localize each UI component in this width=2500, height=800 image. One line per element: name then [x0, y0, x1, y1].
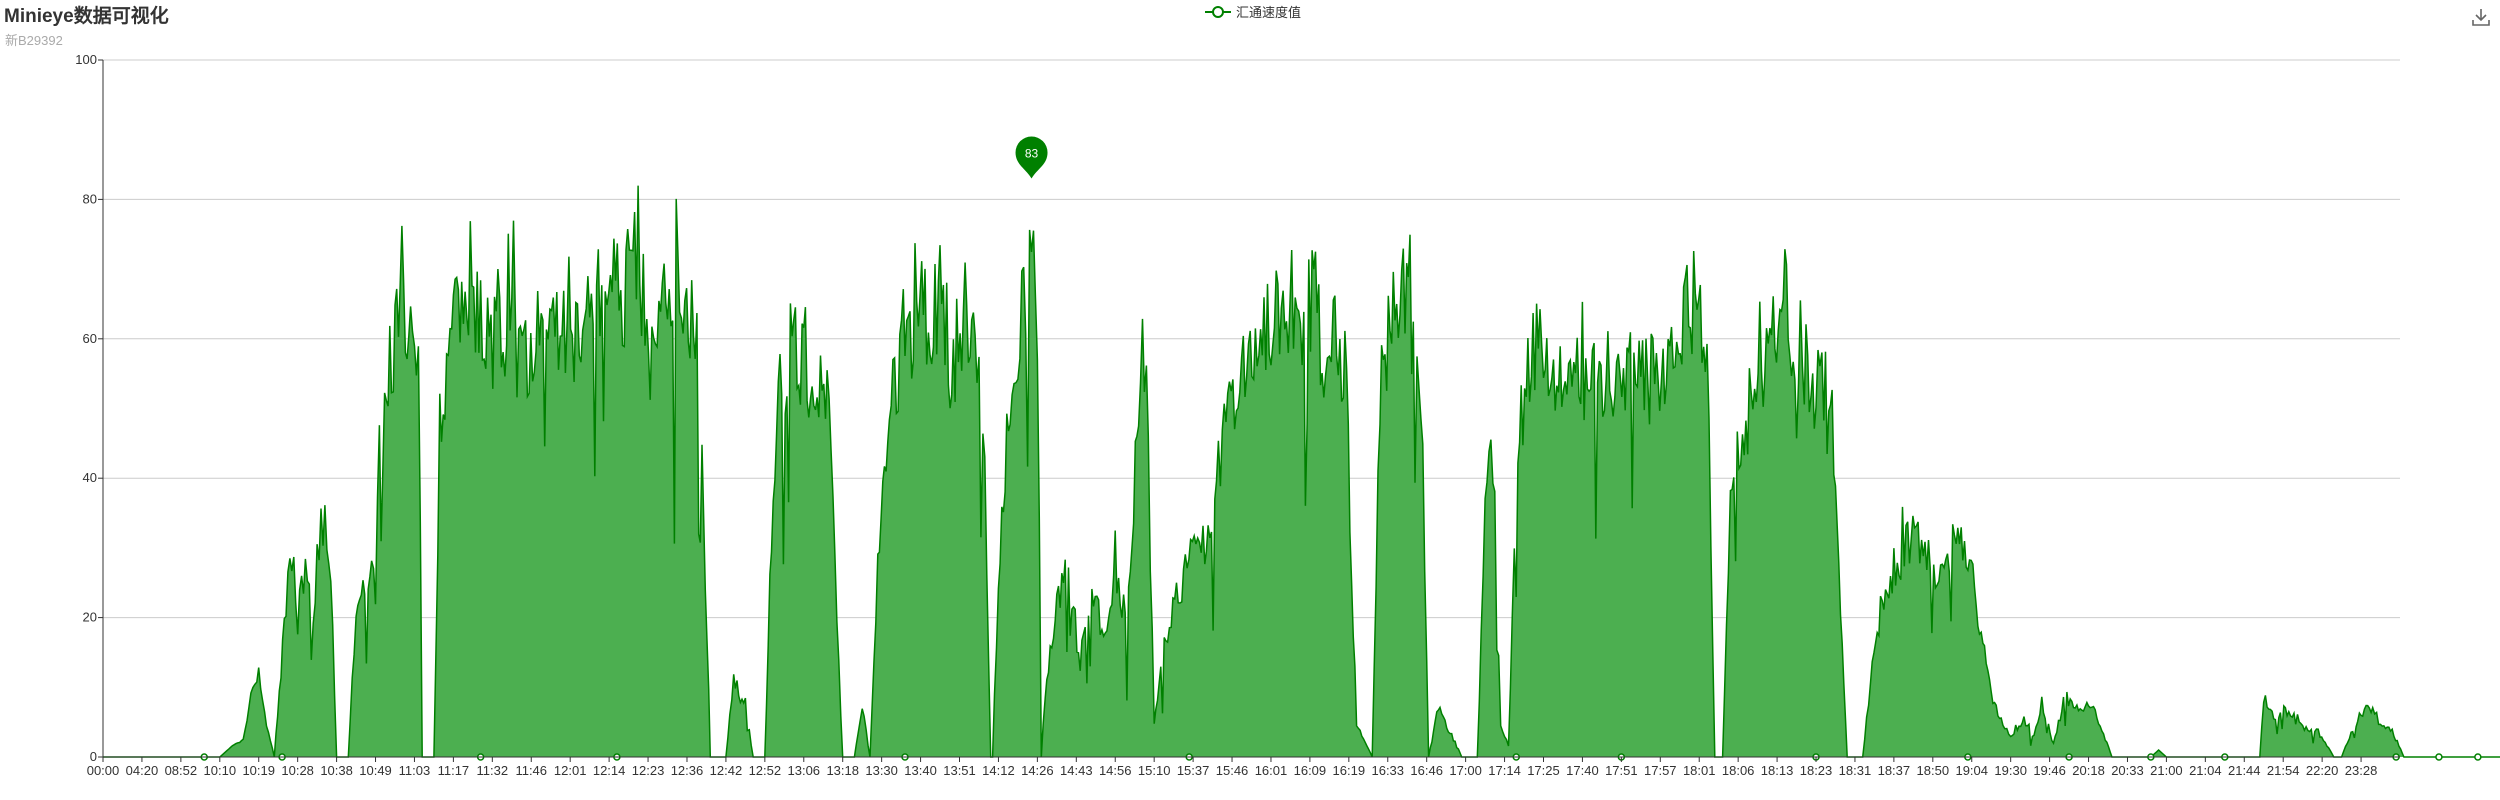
- legend-marker-icon: [1205, 5, 1231, 18]
- x-tick-label: 19:04: [1955, 763, 1988, 778]
- x-tick-label: 15:46: [1216, 763, 1249, 778]
- x-tick-label: 10:28: [281, 763, 314, 778]
- x-tick-label: 20:33: [2111, 763, 2144, 778]
- x-tick-label: 13:06: [788, 763, 821, 778]
- x-tick-label: 22:20: [2306, 763, 2339, 778]
- x-tick-label: 10:19: [242, 763, 275, 778]
- x-tick-label: 16:46: [1410, 763, 1443, 778]
- chart-title: Minieye数据可视化: [4, 6, 169, 27]
- x-tick-label: 17:57: [1644, 763, 1677, 778]
- x-tick-label: 17:00: [1449, 763, 1482, 778]
- x-tick-label: 11:17: [438, 763, 470, 778]
- x-tick-label: 18:06: [1722, 763, 1755, 778]
- y-tick-label: 40: [83, 470, 97, 485]
- x-tick-label: 23:28: [2345, 763, 2378, 778]
- x-tick-label: 12:52: [749, 763, 782, 778]
- y-tick-label: 80: [83, 191, 97, 206]
- x-tick-label: 13:18: [826, 763, 859, 778]
- data-point: [2474, 753, 2482, 761]
- y-tick-label: 60: [83, 331, 97, 346]
- x-axis: 00:00 04:20 08:52 10:10 10:19 10:28 10:38 10:49…: [87, 756, 2400, 778]
- x-tick-label: 16:01: [1255, 763, 1288, 778]
- x-tick-label: 13:40: [904, 763, 937, 778]
- x-tick-label: 17:40: [1566, 763, 1599, 778]
- legend-label: 汇通速度值: [1236, 5, 1302, 20]
- save-as-image-button[interactable]: [2470, 6, 2492, 33]
- x-tick-label: 19:30: [1994, 763, 2027, 778]
- x-tick-label: 10:10: [204, 763, 237, 778]
- x-tick-label: 11:32: [477, 763, 509, 778]
- x-tick-label: 21:04: [2189, 763, 2222, 778]
- series-area: [103, 185, 2500, 757]
- x-tick-label: 16:19: [1333, 763, 1366, 778]
- y-tick-label: 100: [75, 52, 97, 67]
- data-point: [2435, 753, 2443, 761]
- legend-item[interactable]: 汇通速度值: [1205, 2, 1301, 21]
- max-pin-label: 83: [1025, 146, 1039, 160]
- x-tick-label: 12:36: [671, 763, 704, 778]
- speed-series: [103, 185, 2500, 761]
- x-tick-label: 10:38: [320, 763, 353, 778]
- x-tick-label: 12:42: [710, 763, 743, 778]
- max-pin: [1015, 136, 1048, 179]
- x-tick-label: 18:31: [1839, 763, 1872, 778]
- x-tick-label: 21:54: [2267, 763, 2300, 778]
- x-tick-label: 11:03: [399, 763, 431, 778]
- x-tick-label: 17:25: [1527, 763, 1560, 778]
- x-tick-label: 13:51: [943, 763, 976, 778]
- series-line: [103, 185, 2500, 758]
- y-axis: 0 20 40 60 80 100: [75, 52, 104, 764]
- x-tick-label: 12:23: [632, 763, 665, 778]
- x-tick-label: 14:56: [1099, 763, 1132, 778]
- x-tick-label: 08:52: [165, 763, 198, 778]
- x-tick-label: 18:13: [1761, 763, 1794, 778]
- x-tick-label: 16:09: [1294, 763, 1327, 778]
- x-tick-label: 14:12: [982, 763, 1015, 778]
- x-tick-label: 00:00: [87, 763, 120, 778]
- x-tick-label: 17:51: [1605, 763, 1638, 778]
- x-tick-label: 18:23: [1800, 763, 1833, 778]
- x-tick-label: 10:49: [359, 763, 392, 778]
- download-icon: [2472, 9, 2490, 26]
- x-tick-label: 20:18: [2072, 763, 2105, 778]
- x-tick-label: 15:10: [1138, 763, 1171, 778]
- max-value-marker: 83: [1015, 136, 1048, 179]
- x-tick-label: 12:14: [593, 763, 626, 778]
- x-tick-label: 18:37: [1878, 763, 1911, 778]
- chart-subtitle: 新B29392: [5, 33, 63, 48]
- x-tick-label: 14:43: [1060, 763, 1093, 778]
- x-tick-label: 12:01: [554, 763, 587, 778]
- x-tick-label: 18:01: [1683, 763, 1716, 778]
- x-tick-label: 21:00: [2150, 763, 2183, 778]
- x-tick-label: 19:46: [2033, 763, 2066, 778]
- x-tick-label: 14:26: [1021, 763, 1054, 778]
- x-tick-label: 04:20: [126, 763, 159, 778]
- x-tick-label: 18:50: [1917, 763, 1950, 778]
- x-tick-label: 15:37: [1177, 763, 1210, 778]
- x-tick-label: 11:46: [515, 763, 547, 778]
- x-tick-label: 21:44: [2228, 763, 2261, 778]
- x-tick-label: 17:14: [1488, 763, 1521, 778]
- x-tick-label: 16:33: [1371, 763, 1404, 778]
- y-tick-label: 20: [83, 610, 97, 625]
- x-tick-label: 13:30: [865, 763, 898, 778]
- y-tick-label: 0: [90, 749, 97, 764]
